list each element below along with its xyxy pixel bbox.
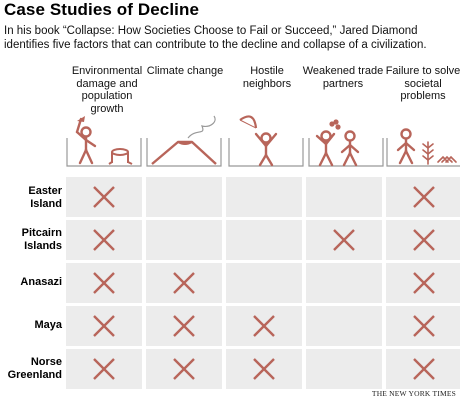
x-mark-icon (93, 315, 115, 337)
volcano-icon (144, 112, 224, 170)
row-label-anasazi: Anasazi (20, 276, 62, 288)
grid-cell (306, 306, 382, 346)
factor-header-trade: Weakened trade partners (302, 65, 384, 90)
x-mark-icon (173, 272, 195, 294)
grid-cell (306, 263, 382, 303)
grid-cell (226, 306, 302, 346)
grid-cell (66, 306, 142, 346)
person-with-plants-icon (384, 112, 460, 170)
grid-cell (146, 306, 222, 346)
x-mark-icon (413, 272, 435, 294)
grid-cell (386, 263, 460, 303)
x-mark-icon (253, 315, 275, 337)
x-mark-icon (413, 358, 435, 380)
x-mark-icon (93, 272, 115, 294)
person-with-axe-and-stump-icon (64, 112, 144, 170)
row-label-norse-greenland: Norse Greenland (7, 356, 62, 381)
factor-header-failure: Failure to solve societal problems (385, 65, 460, 102)
two-people-trading-icon (306, 112, 386, 170)
row-label-easter-island: Easter Island (28, 185, 62, 210)
graphic-title: Case Studies of Decline (4, 0, 200, 19)
grid-cell (226, 263, 302, 303)
grid-cell (146, 263, 222, 303)
grid-cell (306, 220, 382, 260)
x-mark-icon (93, 186, 115, 208)
grid-cell (66, 177, 142, 217)
graphic-subtitle: In his book “Collapse: How Societies Cho… (4, 25, 427, 51)
x-mark-icon (93, 229, 115, 251)
grid-cell (386, 220, 460, 260)
x-mark-icon (413, 186, 435, 208)
x-mark-icon (413, 229, 435, 251)
factor-header-environmental: Environmental damage and population grow… (71, 65, 143, 115)
grid-cell (226, 220, 302, 260)
x-mark-icon (253, 358, 275, 380)
grid-cell (306, 349, 382, 389)
x-mark-icon (93, 358, 115, 380)
factor-header-climate: Climate change (146, 65, 224, 77)
x-mark-icon (333, 229, 355, 251)
x-mark-icon (173, 358, 195, 380)
x-mark-icon (413, 315, 435, 337)
grid-cell (386, 349, 460, 389)
person-with-bow-icon (226, 112, 306, 170)
grid-cell (386, 306, 460, 346)
source-credit: THE NEW YORK TIMES (371, 389, 456, 398)
x-mark-icon (173, 315, 195, 337)
grid-cell (146, 220, 222, 260)
grid-cell (66, 263, 142, 303)
row-label-maya: Maya (34, 319, 62, 331)
grid-cell (226, 349, 302, 389)
grid-cell (306, 177, 382, 217)
grid-cell (66, 220, 142, 260)
grid-cell (66, 349, 142, 389)
grid-cell (386, 177, 460, 217)
grid-cell (146, 349, 222, 389)
factor-header-hostile: Hostile neighbors (242, 65, 292, 90)
grid-cell (146, 177, 222, 217)
grid-cell (226, 177, 302, 217)
row-label-pitcairn-islands: Pitcairn Islands (21, 227, 62, 252)
